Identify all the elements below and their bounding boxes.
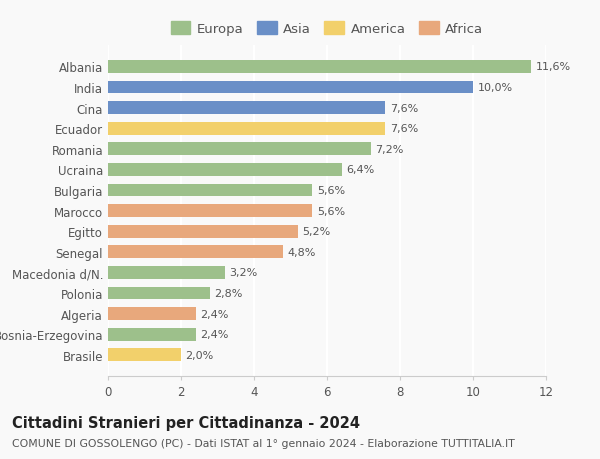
- Bar: [108, 81, 473, 94]
- Bar: [108, 205, 313, 218]
- Legend: Europa, Asia, America, Africa: Europa, Asia, America, Africa: [168, 19, 486, 39]
- Text: 2,8%: 2,8%: [215, 288, 243, 298]
- Text: 5,6%: 5,6%: [317, 206, 345, 216]
- Bar: [108, 61, 532, 73]
- Bar: [108, 123, 385, 135]
- Text: 10,0%: 10,0%: [478, 83, 512, 93]
- Bar: [108, 184, 313, 197]
- Bar: [108, 308, 196, 320]
- Text: 11,6%: 11,6%: [536, 62, 571, 72]
- Text: 2,4%: 2,4%: [200, 330, 229, 339]
- Bar: [108, 266, 225, 279]
- Text: 2,0%: 2,0%: [185, 350, 214, 360]
- Text: Cittadini Stranieri per Cittadinanza - 2024: Cittadini Stranieri per Cittadinanza - 2…: [12, 415, 360, 431]
- Text: 6,4%: 6,4%: [346, 165, 374, 175]
- Text: 5,6%: 5,6%: [317, 185, 345, 196]
- Bar: [108, 143, 371, 156]
- Bar: [108, 225, 298, 238]
- Text: 3,2%: 3,2%: [229, 268, 257, 278]
- Text: COMUNE DI GOSSOLENGO (PC) - Dati ISTAT al 1° gennaio 2024 - Elaborazione TUTTITA: COMUNE DI GOSSOLENGO (PC) - Dati ISTAT a…: [12, 438, 515, 448]
- Text: 7,6%: 7,6%: [390, 103, 418, 113]
- Bar: [108, 246, 283, 258]
- Bar: [108, 287, 210, 300]
- Text: 7,2%: 7,2%: [375, 145, 404, 155]
- Text: 4,8%: 4,8%: [287, 247, 316, 257]
- Text: 7,6%: 7,6%: [390, 124, 418, 134]
- Bar: [108, 328, 196, 341]
- Text: 5,2%: 5,2%: [302, 227, 331, 237]
- Bar: [108, 102, 385, 115]
- Bar: [108, 164, 341, 176]
- Text: 2,4%: 2,4%: [200, 309, 229, 319]
- Bar: [108, 349, 181, 361]
